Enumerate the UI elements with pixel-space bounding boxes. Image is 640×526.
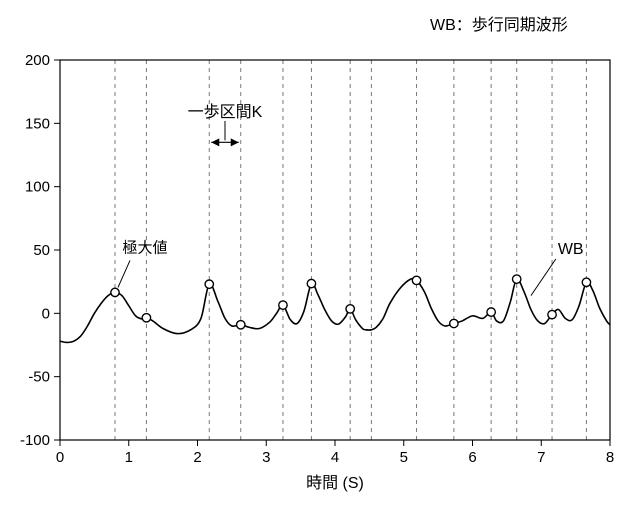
svg-text:200: 200 — [25, 52, 50, 69]
svg-text:150: 150 — [25, 115, 50, 132]
svg-text:0: 0 — [56, 449, 64, 466]
peak-marker — [237, 321, 245, 329]
local-max-label: 極大値 — [122, 239, 167, 256]
svg-text:5: 5 — [400, 449, 408, 466]
step-interval-label: 一歩区間K — [188, 103, 263, 121]
svg-text:-100: -100 — [20, 432, 50, 449]
peak-marker — [412, 276, 420, 284]
svg-text:4: 4 — [331, 449, 339, 466]
svg-text:2: 2 — [193, 449, 201, 466]
svg-text:7: 7 — [537, 449, 545, 466]
wb-label: WB — [558, 241, 584, 258]
peak-marker — [279, 301, 287, 309]
svg-text:0: 0 — [42, 305, 50, 322]
peak-marker — [582, 278, 590, 286]
svg-text:3: 3 — [262, 449, 270, 466]
svg-text:8: 8 — [606, 449, 614, 466]
peak-marker — [548, 310, 556, 318]
svg-text:6: 6 — [468, 449, 476, 466]
peak-marker — [346, 305, 354, 313]
peak-marker — [205, 280, 213, 288]
peak-marker — [142, 314, 150, 322]
svg-text:100: 100 — [25, 179, 50, 196]
peak-marker — [307, 279, 315, 287]
peak-marker — [111, 288, 119, 296]
x-axis-label: 時間 (S) — [306, 474, 364, 492]
svg-text:50: 50 — [33, 242, 50, 259]
peak-marker — [450, 319, 458, 327]
peak-marker — [513, 275, 521, 283]
legend-wb: WB：歩行同期波形 — [430, 16, 568, 34]
peak-marker — [487, 308, 495, 316]
svg-text:1: 1 — [125, 449, 133, 466]
svg-text:-50: -50 — [28, 369, 50, 386]
